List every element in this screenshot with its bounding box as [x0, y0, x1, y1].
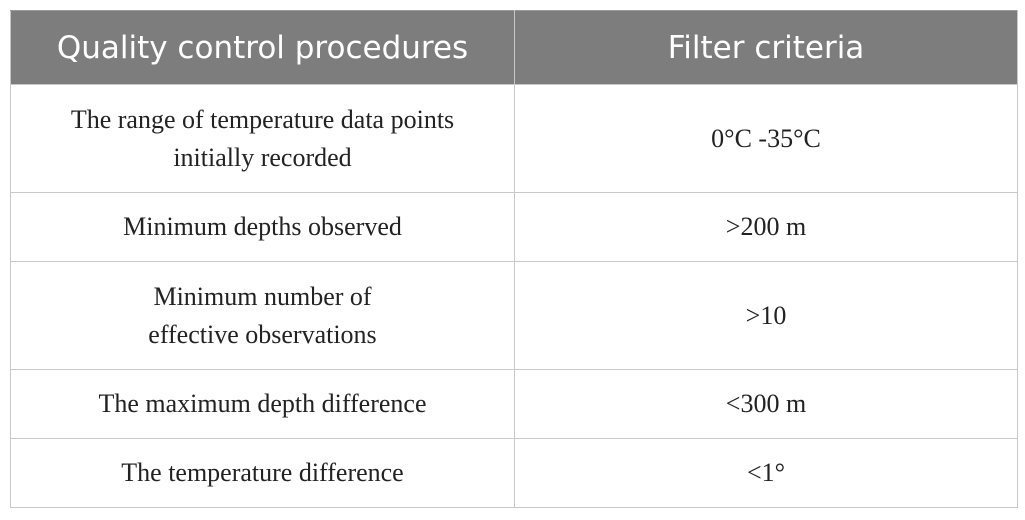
criteria-cell: >200 m: [514, 192, 1018, 262]
table-row: The range of temperature data points ini…: [10, 84, 1018, 193]
procedure-cell: Minimum depths observed: [10, 192, 515, 262]
table-row: Minimum depths observed >200 m: [10, 192, 1018, 262]
procedure-line: Minimum number of: [153, 281, 372, 311]
procedure-line: effective observations: [148, 319, 377, 349]
quality-control-table-container: Quality control procedures Filter criter…: [10, 10, 1018, 508]
criteria-cell: 0°C -35°C: [514, 84, 1018, 193]
procedure-cell: The temperature difference: [10, 438, 515, 508]
procedure-cell: The maximum depth difference: [10, 369, 515, 439]
table-row: The maximum depth difference <300 m: [10, 369, 1018, 439]
criteria-cell: <300 m: [514, 369, 1018, 439]
quality-control-table: Quality control procedures Filter criter…: [10, 10, 1018, 508]
table-row: The temperature difference <1°: [10, 438, 1018, 508]
procedure-line: Minimum depths observed: [123, 212, 402, 241]
criteria-cell: >10: [514, 261, 1018, 370]
header-quality-control-procedures: Quality control procedures: [10, 10, 515, 85]
procedure-cell: Minimum number of effective observations: [10, 261, 515, 370]
table-header-row: Quality control procedures Filter criter…: [10, 10, 1018, 85]
procedure-line: The temperature difference: [121, 458, 404, 487]
procedure-cell: The range of temperature data points ini…: [10, 84, 515, 193]
procedure-line: The maximum depth difference: [98, 389, 427, 418]
procedure-line: The range of temperature data points: [70, 104, 455, 134]
procedure-line: initially recorded: [173, 142, 352, 172]
criteria-cell: <1°: [514, 438, 1018, 508]
table-row: Minimum number of effective observations…: [10, 261, 1018, 370]
header-filter-criteria: Filter criteria: [514, 10, 1018, 85]
